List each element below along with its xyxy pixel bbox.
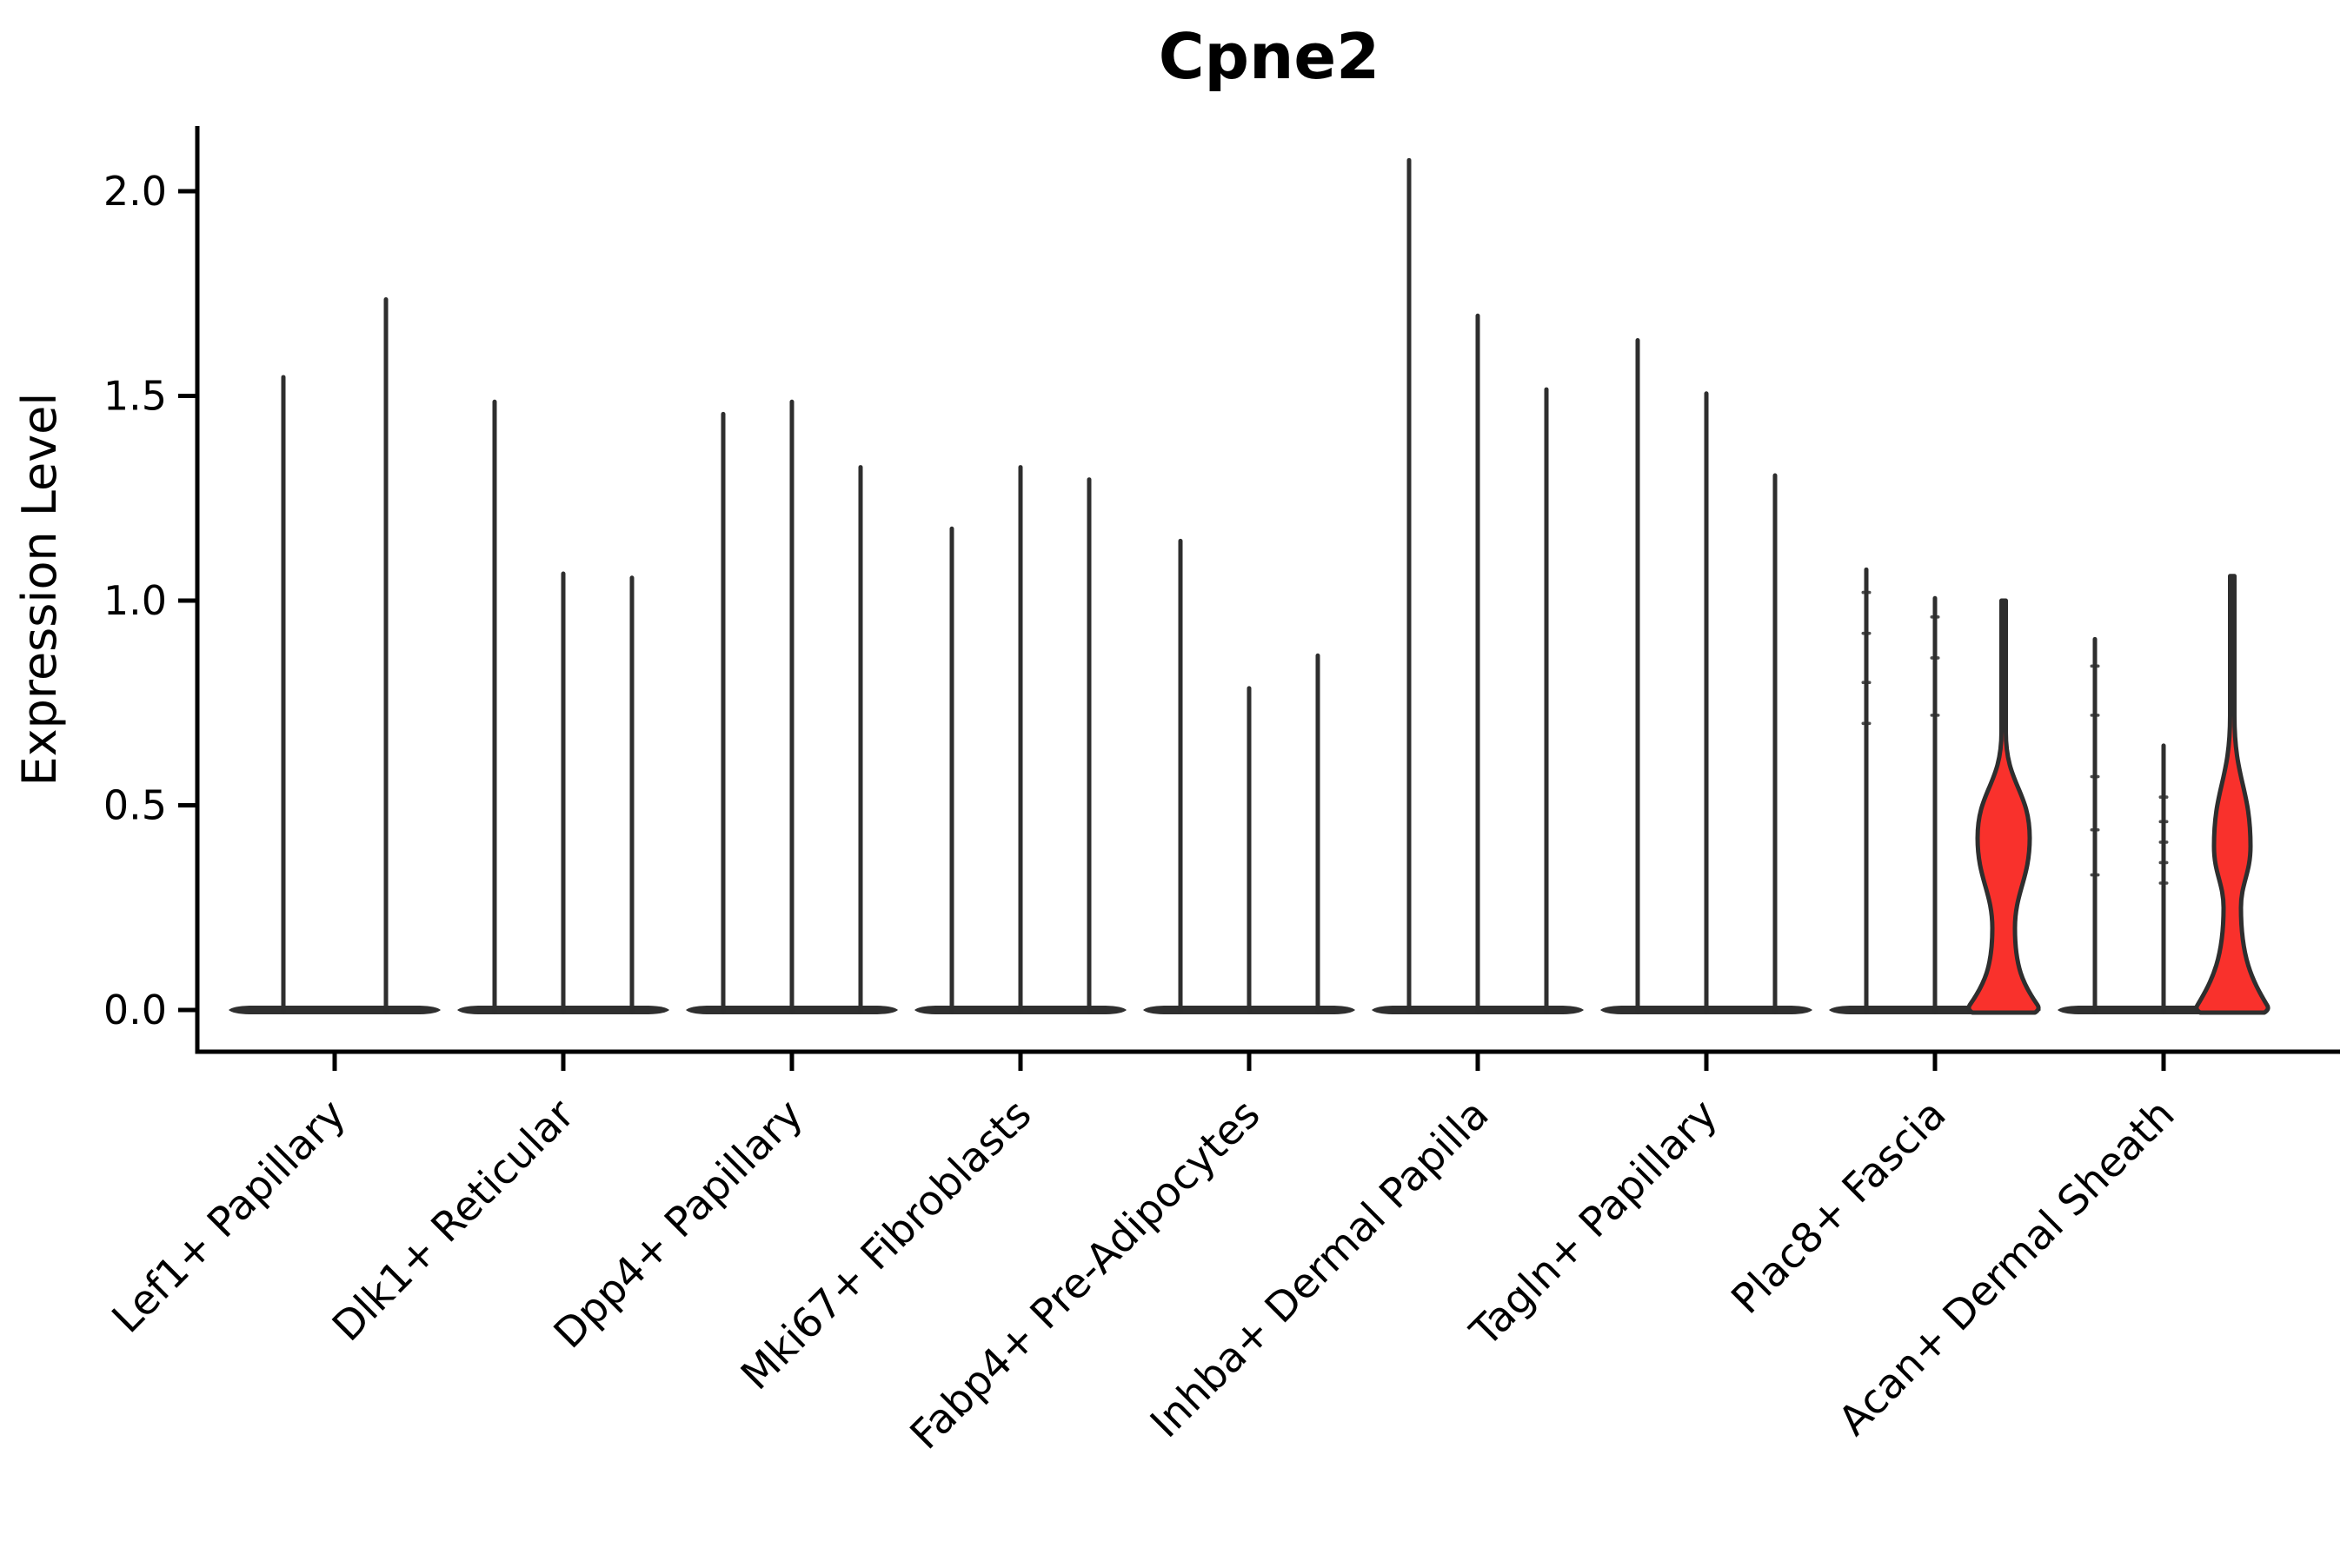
expression-point xyxy=(1861,631,1872,635)
expression-point xyxy=(1861,681,1872,684)
expression-point xyxy=(1861,590,1872,595)
x-tick-label: Dpp4+ Papillary xyxy=(545,1091,813,1359)
expression-point xyxy=(1930,656,1940,660)
expression-point xyxy=(2158,860,2169,865)
y-axis-label: Expression Level xyxy=(12,393,67,787)
expression-point xyxy=(2090,873,2100,877)
expression-point xyxy=(2090,774,2100,779)
expression-point xyxy=(2158,840,2169,844)
expression-point xyxy=(2090,827,2100,832)
expression-point xyxy=(2090,664,2100,668)
highlighted-violin xyxy=(2194,574,2271,1015)
x-tick-label: Tagln+ Papillary xyxy=(1461,1091,1727,1357)
expression-point xyxy=(1930,714,1940,717)
expression-point xyxy=(1930,615,1940,619)
y-tick-label: 1.0 xyxy=(103,577,167,624)
x-tick-label: Lef1+ Papillary xyxy=(103,1091,356,1343)
y-tick-label: 1.5 xyxy=(103,373,167,420)
violin-layer xyxy=(281,157,2271,1015)
expression-point xyxy=(2158,881,2169,885)
x-tick-label: Dlk1+ Reticular xyxy=(323,1090,584,1351)
x-tick-label: Plac8+ Fascia xyxy=(1723,1091,1956,1324)
expression-point xyxy=(2158,795,2169,799)
y-tick-label: 0.0 xyxy=(103,987,167,1033)
expression-point xyxy=(1861,721,1872,726)
expression-point xyxy=(2158,820,2169,824)
expression-point xyxy=(2090,714,2100,717)
zero-expression-band xyxy=(229,1006,441,1014)
chart-title: Cpne2 xyxy=(1159,20,1380,93)
highlighted-violin xyxy=(1966,598,2041,1015)
axes-layer xyxy=(178,126,2340,1071)
y-tick-label: 2.0 xyxy=(103,168,167,215)
y-tick-label: 0.5 xyxy=(103,782,167,829)
